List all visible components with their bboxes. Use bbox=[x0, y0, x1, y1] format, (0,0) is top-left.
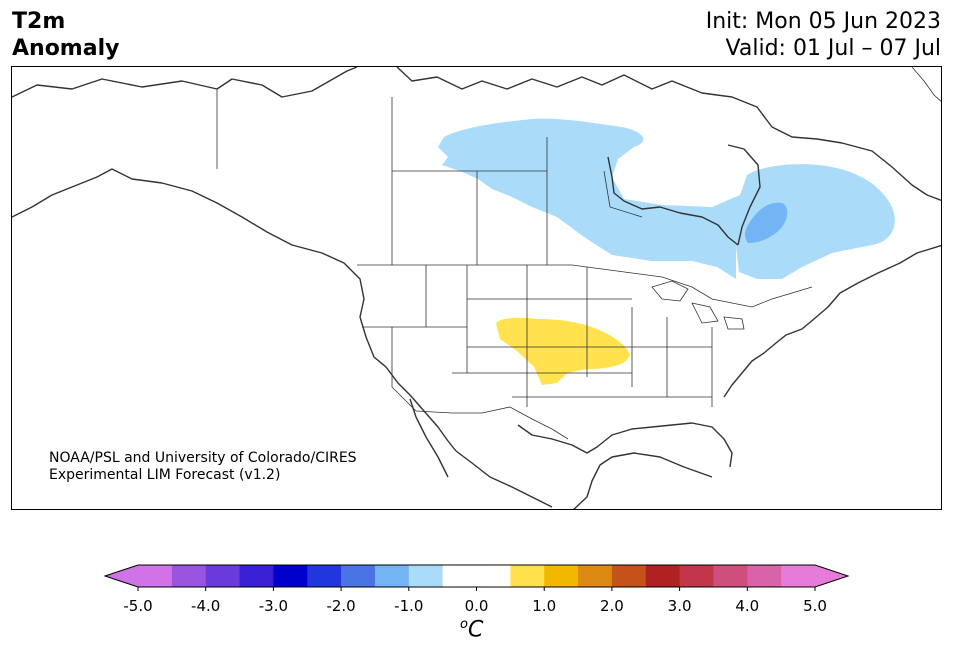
colorbar-bin bbox=[273, 565, 308, 587]
arctic-islands-coast bbox=[396, 67, 941, 201]
colorbar-tick-label: 2.0 bbox=[600, 597, 624, 615]
colorbar-bin bbox=[205, 565, 241, 587]
colorbar-ticks: -5.0 -4.0 -3.0 -2.0 -1.0 0.0 1.0 2.0 3.0 4.0 5.0 bbox=[123, 587, 827, 615]
plot-title: T2m Anomaly bbox=[12, 8, 119, 62]
colorbar-bin bbox=[171, 565, 207, 587]
colorbar-tick-label: -1.0 bbox=[394, 597, 423, 615]
map-frame bbox=[11, 66, 942, 510]
colorbar-tick-label: -4.0 bbox=[191, 597, 220, 615]
colorbar-bins bbox=[138, 565, 816, 587]
colorbar-tick-label: 3.0 bbox=[668, 597, 692, 615]
colorbar-extend-low bbox=[105, 565, 138, 587]
colorbar-bin bbox=[307, 565, 342, 587]
title-line-2: Anomaly bbox=[12, 36, 120, 61]
anomaly-central-plains-warm bbox=[496, 317, 630, 385]
hudson-bay-west-coast bbox=[607, 156, 739, 246]
gulf-coast bbox=[517, 422, 733, 468]
forecast-dates: Init: Mon 05 Jun 2023 Valid: 01 Jul – 07… bbox=[706, 8, 941, 62]
unit-letter: C bbox=[467, 617, 484, 643]
greenland-edge bbox=[911, 67, 941, 102]
great-lakes bbox=[651, 280, 745, 330]
colorbar-bin bbox=[781, 565, 816, 587]
colorbar-bin bbox=[611, 565, 647, 587]
boundary-layer bbox=[216, 89, 813, 440]
anomaly-layer bbox=[438, 118, 895, 385]
colorbar-tick-label: -2.0 bbox=[326, 597, 355, 615]
colorbar-bin bbox=[645, 565, 681, 587]
atlantic-coast bbox=[723, 244, 941, 398]
colorbar-bin bbox=[713, 565, 748, 587]
credit-line-1: NOAA/PSL and University of Colorado/CIRE… bbox=[49, 450, 357, 466]
colorbar-bin bbox=[442, 565, 477, 587]
anomaly-hudson-bay-core bbox=[745, 202, 788, 243]
colorbar-bin bbox=[476, 565, 511, 587]
colorbar-bin bbox=[544, 565, 579, 587]
init-date: Init: Mon 05 Jun 2023 bbox=[705, 9, 941, 34]
baja-coast bbox=[409, 398, 449, 478]
colorbar-bin bbox=[138, 565, 173, 587]
colorbar-bin bbox=[578, 565, 613, 587]
colorbar-bin bbox=[747, 565, 782, 587]
colorbar-unit: oC bbox=[460, 617, 483, 642]
colorbar-tick-label: 0.0 bbox=[465, 597, 489, 615]
valid-date: Valid: 01 Jul – 07 Jul bbox=[725, 36, 941, 61]
colorbar-tick-label: -5.0 bbox=[123, 597, 152, 615]
anomaly-central-canada-cool bbox=[438, 118, 742, 279]
colorbar-bin bbox=[679, 565, 714, 587]
colorbar-tick-label: -3.0 bbox=[259, 597, 288, 615]
credit-line-2: Experimental LIM Forecast (v1.2) bbox=[49, 467, 281, 483]
unit-degree: o bbox=[460, 617, 468, 632]
colorbar-bin bbox=[510, 565, 545, 587]
canadian-provincial-borders bbox=[216, 89, 643, 265]
lakes-layer bbox=[651, 67, 941, 330]
colorbar-tick-label: 5.0 bbox=[803, 597, 827, 615]
title-line-1: T2m bbox=[12, 9, 66, 34]
mexico-coast bbox=[455, 450, 713, 509]
credit-text: NOAA/PSL and University of Colorado/CIRE… bbox=[49, 450, 357, 484]
anomaly-quebec-cool bbox=[736, 164, 895, 279]
colorbar-bin bbox=[341, 565, 376, 587]
colorbar-tick-label: 4.0 bbox=[735, 597, 759, 615]
colorbar-extend-high bbox=[815, 565, 848, 587]
hudson-bay-east-coast bbox=[727, 144, 761, 246]
us-mexico-border bbox=[415, 406, 569, 440]
colorbar-tick-label: 1.0 bbox=[532, 597, 556, 615]
colorbar-bin bbox=[239, 565, 274, 587]
map-svg bbox=[12, 67, 941, 509]
colorbar-bin bbox=[374, 565, 410, 587]
canada-us-border bbox=[357, 264, 813, 308]
colorbar-bin bbox=[408, 565, 444, 587]
pacific-coast bbox=[12, 168, 457, 452]
us-state-borders bbox=[362, 265, 713, 412]
